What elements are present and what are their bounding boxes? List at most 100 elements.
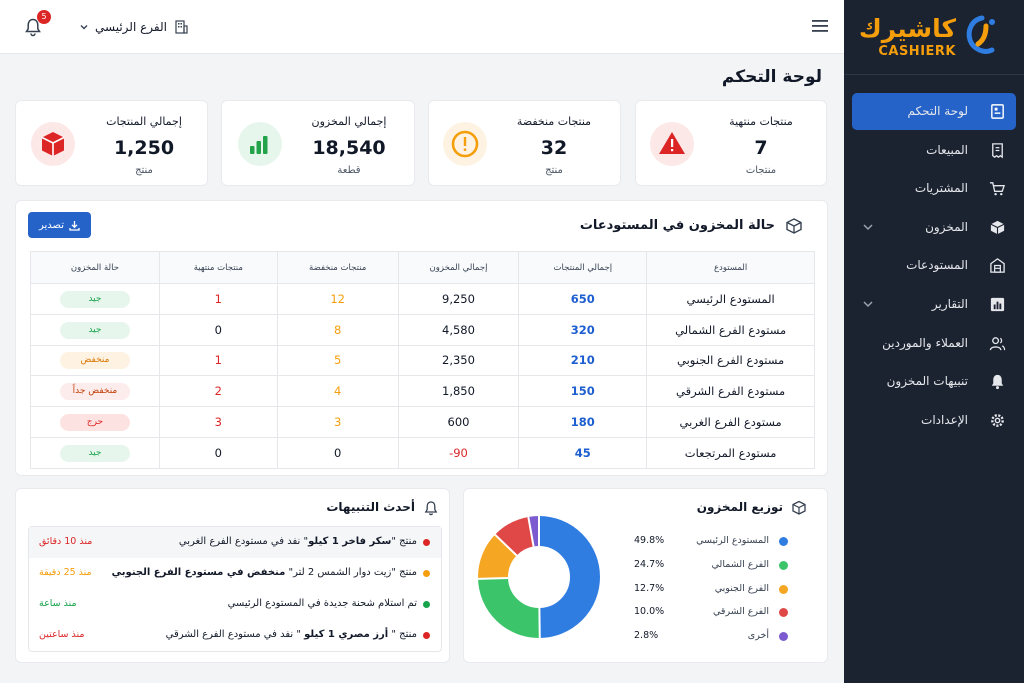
product-box-icon xyxy=(31,122,75,166)
status-cell: منخفض xyxy=(30,344,160,377)
chevron-down-icon xyxy=(80,25,88,30)
warehouse-table: المستودع إجمالي المنتجات إجمالي المخزون … xyxy=(30,251,815,469)
top-bar: 5 الفرع الرئيسي xyxy=(0,0,844,54)
column-header: المستودع xyxy=(646,251,815,284)
column-header: حالة المخزون xyxy=(30,251,160,284)
legend-item: الفرع الجنوبي 12.7% xyxy=(622,581,818,605)
stat-unit: منتج xyxy=(135,165,153,176)
total-products-value: 320 xyxy=(518,313,648,346)
stat-unit: منتجات xyxy=(745,165,777,176)
stat-value: 32 xyxy=(540,137,568,159)
alert-item[interactable]: منتج "سكر فاخر 1 كيلو" نفد في مستودع الف… xyxy=(29,527,441,558)
total-stock-value: 9,250 xyxy=(397,283,520,315)
alert-status-dot xyxy=(423,570,430,577)
legend-label: أخرى xyxy=(747,630,769,642)
table-row[interactable]: مستودع المرتجعات 45 -90 0 0 جيد xyxy=(30,436,815,469)
dashboard-icon xyxy=(991,104,1004,119)
warning-icon xyxy=(650,122,694,166)
hamburger-menu-icon[interactable] xyxy=(812,19,828,33)
table-row[interactable]: مستودع الفرع الشمالي 320 4,580 8 0 جيد xyxy=(30,313,815,346)
sidebar-item-stock-alerts[interactable]: تنبيهات المخزون xyxy=(852,363,1016,400)
sidebar-item-label: التقارير xyxy=(931,296,968,311)
status-cell: حرج xyxy=(30,406,160,438)
legend-swatch xyxy=(779,537,788,546)
total-stock-value: -90 xyxy=(397,436,520,469)
sidebar-item-dashboard[interactable]: لوحة التحكم xyxy=(852,93,1016,130)
sidebar-item-purchases[interactable]: المشتريات xyxy=(852,170,1016,207)
gear-icon xyxy=(991,413,1004,427)
warehouse-status-card: حالة المخزون في المستودعات تصدير المستود… xyxy=(15,200,828,476)
notifications-bell-icon[interactable] xyxy=(23,17,43,37)
table-row[interactable]: مستودع الفرع الشرقي 150 1,850 4 2 منخفض … xyxy=(30,375,815,408)
distribution-donut-chart xyxy=(477,516,600,639)
sidebar-item-inventory[interactable]: المخزون xyxy=(852,209,1016,246)
table-row[interactable]: مستودع الفرع الغربي 180 600 3 3 حرج xyxy=(30,406,815,438)
stat-label: إجمالي المخزون xyxy=(311,115,387,128)
expired-products-value: 1 xyxy=(158,344,278,377)
table-row[interactable]: المستودع الرئيسي 650 9,250 12 1 جيد xyxy=(30,283,815,315)
chevron-down-icon[interactable] xyxy=(862,221,874,233)
status-cell: جيد xyxy=(30,436,160,469)
total-products-value: 210 xyxy=(518,344,648,377)
receipt-icon xyxy=(992,142,1003,159)
warehouse-name: مستودع الفرع الشرقي xyxy=(646,375,815,408)
sidebar-item-settings[interactable]: الإعدادات xyxy=(852,402,1016,439)
status-badge: جيد xyxy=(59,290,130,308)
sidebar-item-label: الإعدادات xyxy=(921,412,968,427)
sidebar-item-reports[interactable]: التقارير xyxy=(852,286,1016,323)
logo-text-ar: كاشيرك xyxy=(858,14,956,43)
total-stock-value: 4,580 xyxy=(397,313,520,346)
latest-alerts-card: أحدث التنبيهات منتج "سكر فاخر 1 كيلو" نف… xyxy=(15,488,450,663)
total-products-value: 150 xyxy=(518,375,648,408)
sidebar-nav: لوحة التحكم المبيعات المشتريات المخزون ا… xyxy=(852,93,1016,440)
status-cell: منخفض جداً xyxy=(30,375,160,408)
alert-text: منتج "زيت دوار الشمس 2 لتر" منخفض في مست… xyxy=(111,567,417,578)
expired-products-value: 0 xyxy=(158,436,278,469)
logo-text-en: CASHIERK xyxy=(878,44,956,59)
total-stock-value: 600 xyxy=(397,406,520,438)
status-cell: جيد xyxy=(30,313,160,346)
alert-item[interactable]: تم استلام شحنة جديدة في المستودع الرئيسي… xyxy=(29,589,441,620)
warehouse-name: المستودع الرئيسي xyxy=(646,283,815,315)
stat-card-total-products: إجمالي المنتجات 1,250 منتج xyxy=(15,100,208,186)
stat-label: منتجات منتهية xyxy=(729,115,793,128)
low-products-value: 8 xyxy=(276,313,399,346)
sidebar-divider xyxy=(844,74,1024,75)
alert-circle-icon xyxy=(443,122,487,166)
warehouse-icon xyxy=(990,258,1005,274)
stat-unit: منتج xyxy=(545,165,563,176)
logo[interactable]: كاشيرك CASHIERK xyxy=(858,8,1002,62)
status-badge: جيد xyxy=(59,321,130,339)
alerts-card-title: أحدث التنبيهات xyxy=(326,500,415,514)
alert-item[interactable]: منتج " أرز مصري 1 كيلو " نفد في مستودع ا… xyxy=(29,620,441,651)
low-products-value: 12 xyxy=(276,283,399,315)
alert-item[interactable]: منتج "زيت دوار الشمس 2 لتر" منخفض في مست… xyxy=(29,558,441,589)
box-icon xyxy=(990,220,1005,234)
export-button[interactable]: تصدير xyxy=(28,212,91,238)
chevron-down-icon[interactable] xyxy=(862,298,874,310)
cart-icon xyxy=(989,182,1006,196)
stat-card-expired-products: منتجات منتهية 7 منتجات xyxy=(635,100,827,186)
column-header: إجمالي المنتجات xyxy=(518,251,648,284)
branch-name: الفرع الرئيسي xyxy=(95,20,167,34)
sidebar-item-customers-suppliers[interactable]: العملاء والموردين xyxy=(852,325,1016,362)
distribution-legend: المستودع الرئيسي 49.8% الفرع الشمالي 24.… xyxy=(622,533,818,652)
sidebar-item-label: المستودعات xyxy=(906,258,968,273)
donut-separator-2 xyxy=(477,576,509,580)
legend-item: الفرع الشرقي 10.0% xyxy=(622,604,818,628)
warehouse-name: مستودع الفرع الغربي xyxy=(646,406,815,438)
legend-percent: 10.0% xyxy=(634,606,665,618)
table-row[interactable]: مستودع الفرع الجنوبي 210 2,350 5 1 منخفض xyxy=(30,344,815,377)
alert-text: تم استلام شحنة جديدة في المستودع الرئيسي xyxy=(227,598,417,609)
box-icon xyxy=(792,500,806,515)
legend-label: الفرع الجنوبي xyxy=(714,582,769,594)
branch-selector[interactable]: الفرع الرئيسي xyxy=(79,17,188,37)
legend-label: الفرع الشرقي xyxy=(713,606,769,618)
download-icon xyxy=(69,220,80,231)
sidebar-item-sales[interactable]: المبيعات xyxy=(852,132,1016,169)
total-products-value: 45 xyxy=(518,436,648,469)
sidebar-item-warehouses[interactable]: المستودعات xyxy=(852,247,1016,284)
total-products-value: 650 xyxy=(518,283,648,315)
total-stock-value: 1,850 xyxy=(397,375,520,408)
status-badge: منخفض xyxy=(59,352,130,370)
